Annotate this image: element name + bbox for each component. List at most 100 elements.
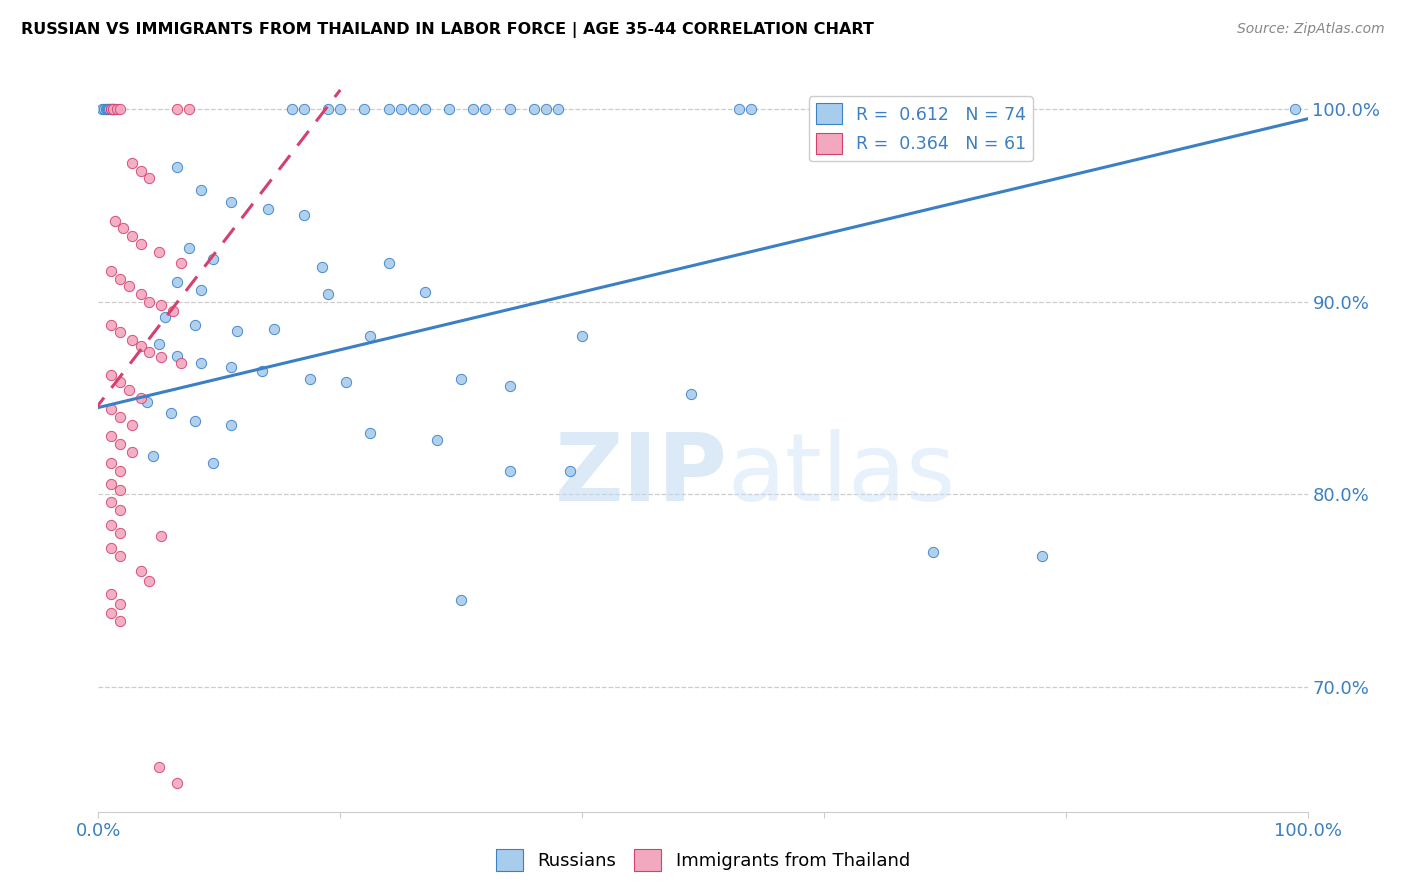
Point xyxy=(121,156,143,170)
Point xyxy=(450,593,472,607)
Point xyxy=(101,102,124,116)
Point xyxy=(129,391,152,405)
Point xyxy=(498,464,520,478)
Point xyxy=(104,214,127,228)
Point xyxy=(202,456,225,470)
Point xyxy=(148,244,170,259)
Point xyxy=(142,449,165,463)
Point xyxy=(413,285,436,299)
Point xyxy=(101,102,124,116)
Point xyxy=(226,324,249,338)
Text: RUSSIAN VS IMMIGRANTS FROM THAILAND IN LABOR FORCE | AGE 35-44 CORRELATION CHART: RUSSIAN VS IMMIGRANTS FROM THAILAND IN L… xyxy=(21,22,875,38)
Point xyxy=(153,310,176,324)
Point xyxy=(150,529,173,543)
Point xyxy=(169,356,191,370)
Point xyxy=(121,333,143,347)
Point xyxy=(100,587,122,601)
Point xyxy=(108,102,131,116)
Point xyxy=(100,264,122,278)
Point xyxy=(93,102,115,116)
Point xyxy=(166,776,188,790)
Point xyxy=(111,221,134,235)
Point xyxy=(100,607,122,621)
Point xyxy=(450,371,472,385)
Text: atlas: atlas xyxy=(727,429,956,521)
Legend: R =  0.612   N = 74, R =  0.364   N = 61: R = 0.612 N = 74, R = 0.364 N = 61 xyxy=(808,96,1033,161)
Point xyxy=(108,410,131,425)
Point xyxy=(121,417,143,432)
Point xyxy=(138,344,160,359)
Point xyxy=(108,502,131,516)
Point xyxy=(558,464,581,478)
Point xyxy=(679,387,702,401)
Point xyxy=(100,495,122,509)
Point xyxy=(108,614,131,628)
Point xyxy=(169,256,191,270)
Point xyxy=(437,102,460,116)
Point xyxy=(135,394,157,409)
Point xyxy=(100,368,122,382)
Point xyxy=(311,260,333,274)
Point xyxy=(957,102,980,116)
Point xyxy=(463,102,485,116)
Point xyxy=(474,102,496,116)
Point xyxy=(166,160,188,174)
Point xyxy=(129,339,152,353)
Point xyxy=(256,202,278,217)
Legend: Russians, Immigrants from Thailand: Russians, Immigrants from Thailand xyxy=(489,842,917,879)
Point xyxy=(129,564,152,578)
Point xyxy=(221,360,243,375)
Point xyxy=(100,402,122,417)
Point xyxy=(250,364,273,378)
Point xyxy=(100,517,122,532)
Point xyxy=(118,279,141,293)
Point xyxy=(190,283,212,297)
Point xyxy=(166,349,188,363)
Point xyxy=(138,574,160,588)
Point xyxy=(728,102,751,116)
Point xyxy=(498,102,520,116)
Point xyxy=(316,102,339,116)
Point xyxy=(121,229,143,244)
Point xyxy=(94,102,117,116)
Point xyxy=(108,271,131,285)
Point xyxy=(100,429,122,443)
Point xyxy=(179,241,201,255)
Point xyxy=(160,406,183,420)
Point xyxy=(96,102,118,116)
Point xyxy=(921,545,943,559)
Point xyxy=(1031,549,1053,563)
Point xyxy=(100,102,122,116)
Point xyxy=(108,525,131,540)
Point xyxy=(263,321,285,335)
Point xyxy=(547,102,569,116)
Point xyxy=(221,417,243,432)
Point xyxy=(353,102,375,116)
Point xyxy=(426,434,449,448)
Point xyxy=(377,102,399,116)
Point xyxy=(292,208,315,222)
Point xyxy=(105,102,128,116)
Point xyxy=(162,304,184,318)
Point xyxy=(98,102,121,116)
Point xyxy=(299,371,322,385)
Point xyxy=(413,102,436,116)
Point xyxy=(377,256,399,270)
Point xyxy=(498,379,520,393)
Point xyxy=(121,444,143,458)
Point xyxy=(166,102,188,116)
Point xyxy=(329,102,352,116)
Point xyxy=(190,356,212,370)
Point xyxy=(108,376,131,390)
Text: Source: ZipAtlas.com: Source: ZipAtlas.com xyxy=(1237,22,1385,37)
Point xyxy=(148,760,170,774)
Point xyxy=(166,276,188,290)
Point xyxy=(184,414,207,428)
Point xyxy=(118,383,141,397)
Point xyxy=(150,298,173,312)
Point xyxy=(100,541,122,555)
Point xyxy=(108,326,131,340)
Point xyxy=(184,318,207,332)
Point xyxy=(104,102,127,116)
Point xyxy=(91,102,114,116)
